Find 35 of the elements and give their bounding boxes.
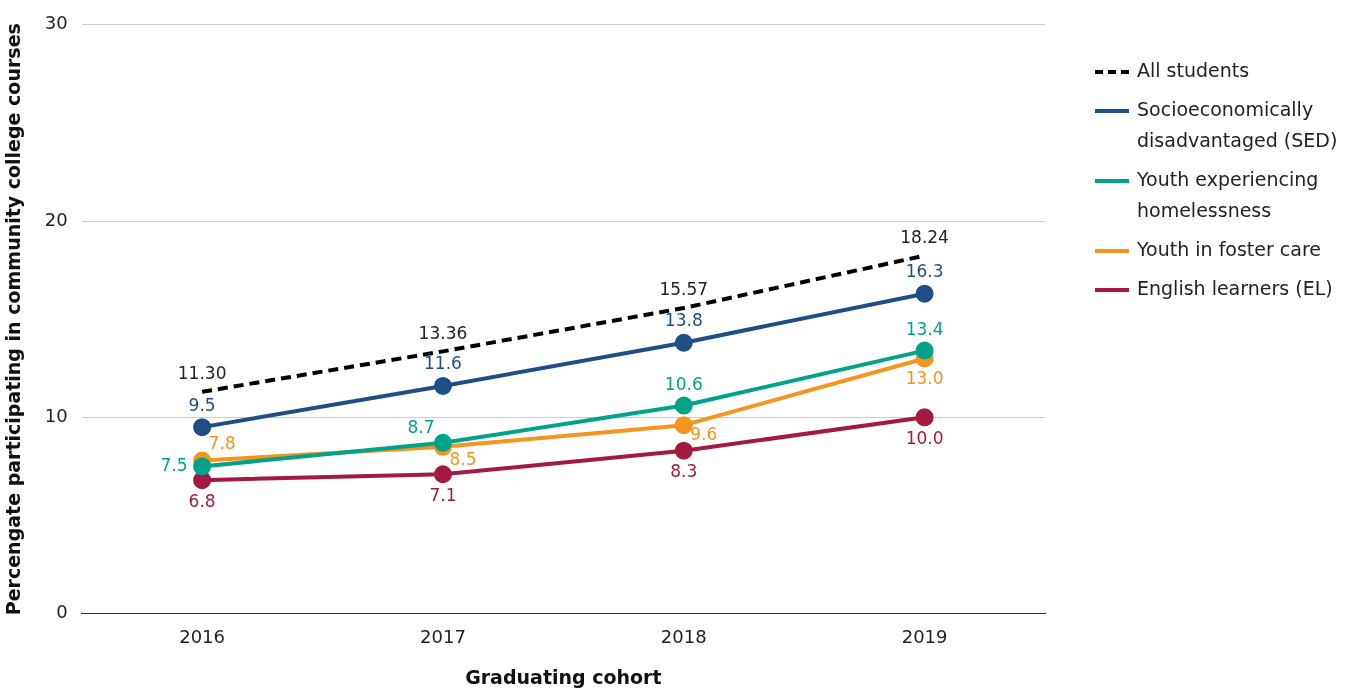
data-label: 11.6 <box>424 353 462 374</box>
legend-label: Youth in foster care <box>1137 237 1322 262</box>
x-tick-label: 2016 <box>179 626 226 648</box>
y-tick-label: 20 <box>44 208 68 230</box>
data-label: 10.0 <box>905 427 944 448</box>
data-label: 16.3 <box>905 261 944 282</box>
data-label: 7.8 <box>208 432 236 453</box>
x-tick-label: 2019 <box>901 626 948 648</box>
y-tick-label: 0 <box>56 601 68 623</box>
data-label: 9.5 <box>188 394 216 415</box>
data-label: 11.30 <box>177 363 227 384</box>
x-tick-label: 2017 <box>420 626 466 648</box>
data-label: 8.5 <box>449 449 477 470</box>
data-label: 7.5 <box>160 454 188 475</box>
x-tick-label: 2018 <box>660 626 707 648</box>
data-label: 15.57 <box>659 279 709 300</box>
data-label: 10.6 <box>664 373 703 394</box>
data-label: 18.24 <box>900 227 949 248</box>
legend-label: Youth experiencing homelessness <box>1137 167 1320 223</box>
data-label: 8.7 <box>407 417 435 438</box>
data-label: 8.3 <box>670 461 698 482</box>
y-tick-label: 10 <box>44 405 68 427</box>
data-label: 13.36 <box>418 322 468 343</box>
legend-label: English learners (EL) <box>1137 276 1333 301</box>
y-axis-title: Percengate participating in community college courses <box>2 23 25 616</box>
data-label: 6.8 <box>188 490 216 511</box>
data-label: 13.8 <box>664 310 703 331</box>
y-tick-label: 30 <box>44 12 68 34</box>
data-label: 13.0 <box>905 367 944 388</box>
x-axis-title: Graduating cohort <box>465 665 662 688</box>
data-label: 7.1 <box>429 484 457 505</box>
data-label: 9.6 <box>690 423 718 444</box>
legend-label: All students <box>1137 58 1250 83</box>
legend-label: Socioeconomically disadvantaged (SED) <box>1137 97 1339 153</box>
data-label: 13.4 <box>905 319 944 340</box>
